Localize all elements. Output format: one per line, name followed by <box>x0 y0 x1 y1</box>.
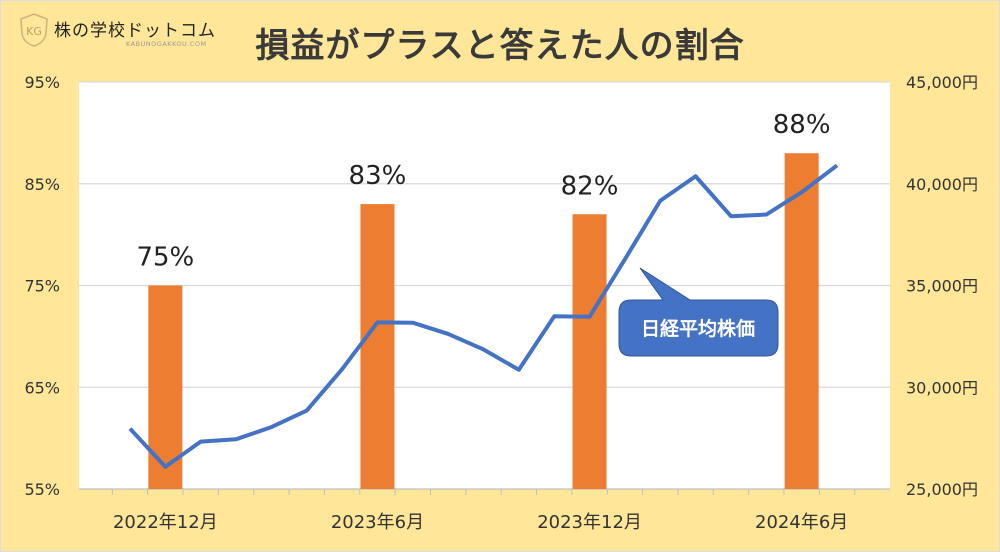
bar <box>360 204 395 489</box>
x-axis-label: 2023年6月 <box>331 512 424 533</box>
bar-data-label: 88% <box>773 110 831 140</box>
nikkei-callout: 日経平均株価 <box>618 267 779 357</box>
left-axis-tick: 95% <box>24 73 60 92</box>
bar-data-label: 75% <box>136 243 194 273</box>
left-axis-tick: 65% <box>24 378 60 397</box>
right-axis-tick: 35,000円 <box>906 277 978 296</box>
callout-label: 日経平均株価 <box>641 317 755 340</box>
callout-bubble <box>618 267 779 357</box>
bar <box>572 214 607 489</box>
svg-text:KG: KG <box>26 25 42 38</box>
shield-logo-icon: KG <box>20 13 48 47</box>
x-axis-label: 2022年12月 <box>113 512 218 533</box>
right-axis-tick: 40,000円 <box>906 175 978 194</box>
left-axis-tick: 85% <box>24 175 60 194</box>
x-axis-label: 2024年6月 <box>755 512 848 533</box>
bar <box>784 153 819 489</box>
logo-name: 株の学校ドットコム <box>54 21 216 41</box>
logo-subtitle: KABUNOGAKKOU.COM <box>126 40 207 48</box>
left-axis-tick: 75% <box>24 277 60 296</box>
bar-data-label: 82% <box>561 171 619 201</box>
x-axis-label: 2023年12月 <box>537 512 642 533</box>
right-axis-tick: 25,000円 <box>906 480 978 499</box>
chart-title: 損益がプラスと答えた人の割合 <box>255 26 745 66</box>
site-logo: KG 株の学校ドットコム KABUNOGAKKOU.COM <box>18 10 218 50</box>
right-axis-tick: 30,000円 <box>906 378 978 397</box>
bar-data-label: 83% <box>349 161 407 191</box>
left-axis-tick: 55% <box>24 480 60 499</box>
right-axis-tick: 45,000円 <box>906 73 978 92</box>
